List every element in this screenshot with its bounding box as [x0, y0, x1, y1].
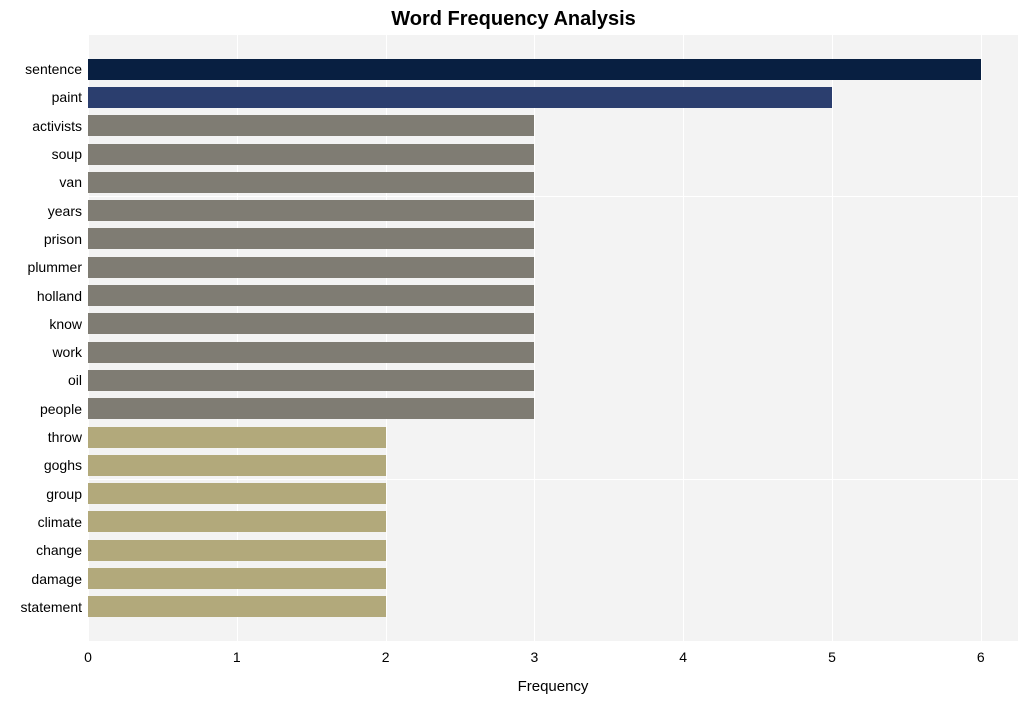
chart-title: Word Frequency Analysis	[0, 8, 1027, 31]
x-tick-label: 6	[977, 641, 985, 665]
x-tick-label: 2	[382, 641, 390, 665]
bar	[88, 200, 534, 221]
bar	[88, 257, 534, 278]
y-tick-label: plummer	[28, 259, 88, 275]
y-tick-label: holland	[37, 288, 88, 304]
y-tick-label: throw	[48, 429, 88, 445]
bar	[88, 285, 534, 306]
bar	[88, 540, 386, 561]
y-tick-label: prison	[44, 231, 88, 247]
y-tick-label: years	[48, 203, 88, 219]
bar	[88, 59, 981, 80]
y-tick-label: change	[36, 542, 88, 558]
y-tick-label: climate	[38, 514, 88, 530]
bar	[88, 313, 534, 334]
gridline	[534, 35, 535, 641]
bar	[88, 511, 386, 532]
x-tick-label: 5	[828, 641, 836, 665]
plot-area: 0123456sentencepaintactivistssoupvanyear…	[88, 35, 1018, 641]
x-tick-label: 3	[530, 641, 538, 665]
x-tick-label: 0	[84, 641, 92, 665]
bar	[88, 172, 534, 193]
word-frequency-chart: Word Frequency Analysis 0123456sentencep…	[0, 0, 1027, 701]
bar	[88, 398, 534, 419]
y-tick-label: know	[49, 316, 88, 332]
y-tick-label: people	[40, 401, 88, 417]
x-tick-label: 1	[233, 641, 241, 665]
x-axis-title: Frequency	[88, 678, 1018, 695]
y-tick-label: activists	[32, 118, 88, 134]
top-pad	[88, 35, 1018, 55]
bar	[88, 144, 534, 165]
y-tick-label: statement	[21, 599, 88, 615]
y-tick-label: van	[59, 174, 88, 190]
bottom-pad	[88, 621, 1018, 641]
bar	[88, 342, 534, 363]
bar	[88, 115, 534, 136]
bar	[88, 596, 386, 617]
gridline	[832, 35, 833, 641]
y-tick-label: paint	[52, 89, 88, 105]
y-tick-label: soup	[52, 146, 88, 162]
y-tick-label: goghs	[44, 457, 88, 473]
y-tick-label: sentence	[25, 61, 88, 77]
y-tick-label: work	[52, 344, 88, 360]
y-tick-label: group	[46, 486, 88, 502]
bar	[88, 483, 386, 504]
bar	[88, 228, 534, 249]
gridline	[683, 35, 684, 641]
y-tick-label: damage	[31, 571, 88, 587]
bar	[88, 455, 386, 476]
bar	[88, 568, 386, 589]
bar	[88, 370, 534, 391]
bar	[88, 87, 832, 108]
gridline	[981, 35, 982, 641]
y-tick-label: oil	[68, 372, 88, 388]
x-tick-label: 4	[679, 641, 687, 665]
bar	[88, 427, 386, 448]
